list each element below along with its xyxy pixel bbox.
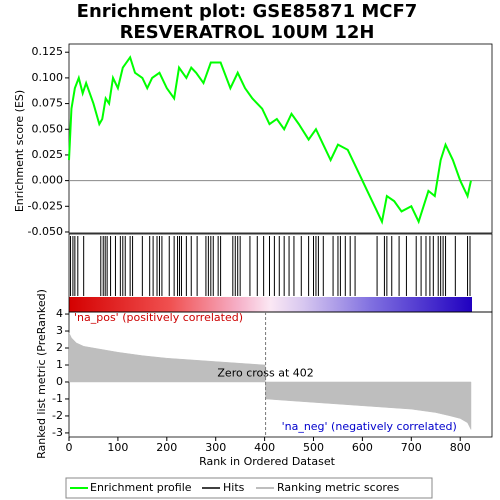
metric-area (68, 332, 472, 430)
neg-label: 'na_neg' (negatively correlated) (282, 420, 457, 433)
legend-box (65, 477, 433, 499)
x-tick-label: 400 (254, 441, 275, 454)
y-tick-label: -1 (52, 392, 63, 405)
y-tick-label: 0.000 (32, 174, 64, 187)
y-tick-label: 2 (56, 341, 63, 354)
x-tick-label: 200 (156, 441, 177, 454)
chart-title: RESVERATROL 10UM 12H (120, 22, 375, 43)
pos-label: 'na_pos' (positively correlated) (74, 311, 243, 324)
y-tick-label: -0.025 (28, 199, 63, 212)
x-tick-label: 700 (401, 441, 422, 454)
chart-title: Enrichment plot: GSE85871 MCF7 (77, 1, 418, 22)
x-tick-label: 100 (107, 441, 128, 454)
y-tick-label: 0.050 (32, 122, 64, 135)
y-tick-label: -0.050 (28, 225, 63, 238)
y-tick-label: 0 (56, 375, 63, 388)
x-tick-label: 300 (205, 441, 226, 454)
x-tick-label: 600 (352, 441, 373, 454)
es-panel (68, 43, 493, 234)
y-tick-label: 1 (56, 358, 63, 371)
x-tick-label: 500 (303, 441, 324, 454)
legend-label: Hits (223, 481, 245, 494)
y-tick-label: 0.100 (32, 71, 64, 84)
x-tick-label: 800 (450, 441, 471, 454)
y-tick-label: 0.025 (32, 148, 64, 161)
legend-label: Ranking metric scores (277, 481, 399, 494)
x-axis-label: Rank in Ordered Dataset (199, 455, 336, 468)
zero-cross-label: Zero cross at 402 (217, 366, 313, 379)
x-tick-label: 0 (66, 441, 73, 454)
y-axis-label: Ranked list metric (PreRanked) (35, 289, 48, 459)
y-tick-label: 3 (56, 324, 63, 337)
y-tick-label: -2 (52, 409, 63, 422)
y-axis-label: Enrichment score (ES) (13, 90, 26, 212)
enrichment-line (68, 55, 472, 225)
legend-label: Enrichment profile (90, 481, 192, 494)
y-tick-label: -3 (52, 426, 63, 439)
y-tick-label: 0.125 (32, 45, 64, 58)
legend: Enrichment profile Hits Ranking metric s… (65, 477, 433, 499)
y-tick-label: 0.075 (32, 97, 64, 110)
rank-color-bar (69, 297, 472, 312)
y-tick-label: 4 (56, 307, 63, 320)
